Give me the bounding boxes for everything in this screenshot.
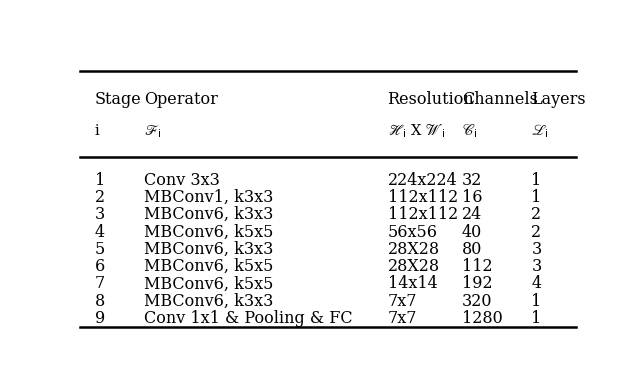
Text: $\mathscr{L}_{\mathrm{i}}$: $\mathscr{L}_{\mathrm{i}}$ bbox=[531, 122, 549, 140]
Text: 224x224: 224x224 bbox=[388, 172, 457, 189]
Text: MBConv6, k3x3: MBConv6, k3x3 bbox=[145, 293, 274, 310]
Text: Conv 3x3: Conv 3x3 bbox=[145, 172, 220, 189]
Text: 3: 3 bbox=[531, 258, 541, 275]
Text: 1: 1 bbox=[531, 189, 541, 206]
Text: 1: 1 bbox=[531, 310, 541, 327]
Text: 320: 320 bbox=[462, 293, 492, 310]
Text: 5: 5 bbox=[95, 241, 105, 258]
Text: 4: 4 bbox=[531, 275, 541, 292]
Text: 7x7: 7x7 bbox=[388, 310, 417, 327]
Text: 112x112: 112x112 bbox=[388, 206, 458, 223]
Text: $\mathscr{H}_{\mathrm{i}}$ X $\mathscr{W}_{\mathrm{i}}$: $\mathscr{H}_{\mathrm{i}}$ X $\mathscr{W… bbox=[388, 122, 445, 140]
Text: 56x56: 56x56 bbox=[388, 224, 438, 240]
Text: Layers: Layers bbox=[531, 91, 586, 108]
Text: i: i bbox=[95, 124, 100, 138]
Text: 28X28: 28X28 bbox=[388, 258, 440, 275]
Text: MBConv6, k3x3: MBConv6, k3x3 bbox=[145, 241, 274, 258]
Text: 112x112: 112x112 bbox=[388, 189, 458, 206]
Text: 40: 40 bbox=[462, 224, 482, 240]
Text: 9: 9 bbox=[95, 310, 105, 327]
Text: 1: 1 bbox=[531, 172, 541, 189]
Text: Channels: Channels bbox=[462, 91, 538, 108]
Text: 80: 80 bbox=[462, 241, 483, 258]
Text: MBConv6, k5x5: MBConv6, k5x5 bbox=[145, 275, 274, 292]
Text: $\mathscr{C}_{\mathrm{i}}$: $\mathscr{C}_{\mathrm{i}}$ bbox=[462, 122, 477, 140]
Text: MBConv6, k3x3: MBConv6, k3x3 bbox=[145, 206, 274, 223]
Text: 112: 112 bbox=[462, 258, 493, 275]
Text: 3: 3 bbox=[531, 241, 541, 258]
Text: MBConv6, k5x5: MBConv6, k5x5 bbox=[145, 224, 274, 240]
Text: 7x7: 7x7 bbox=[388, 293, 417, 310]
Text: 14x14: 14x14 bbox=[388, 275, 437, 292]
Text: 8: 8 bbox=[95, 293, 105, 310]
Text: 192: 192 bbox=[462, 275, 493, 292]
Text: Stage: Stage bbox=[95, 91, 141, 108]
Text: 2: 2 bbox=[531, 224, 541, 240]
Text: 1: 1 bbox=[95, 172, 105, 189]
Text: 1280: 1280 bbox=[462, 310, 502, 327]
Text: Conv 1x1 & Pooling & FC: Conv 1x1 & Pooling & FC bbox=[145, 310, 353, 327]
Text: 28X28: 28X28 bbox=[388, 241, 440, 258]
Text: 3: 3 bbox=[95, 206, 105, 223]
Text: 16: 16 bbox=[462, 189, 483, 206]
Text: MBConv1, k3x3: MBConv1, k3x3 bbox=[145, 189, 274, 206]
Text: 24: 24 bbox=[462, 206, 482, 223]
Text: $\mathscr{F}_{\mathrm{i}}$: $\mathscr{F}_{\mathrm{i}}$ bbox=[145, 123, 162, 140]
Text: 1: 1 bbox=[531, 293, 541, 310]
Text: Operator: Operator bbox=[145, 91, 218, 108]
Text: 2: 2 bbox=[95, 189, 105, 206]
Text: 4: 4 bbox=[95, 224, 105, 240]
Text: MBConv6, k5x5: MBConv6, k5x5 bbox=[145, 258, 274, 275]
Text: 2: 2 bbox=[531, 206, 541, 223]
Text: 6: 6 bbox=[95, 258, 105, 275]
Text: 32: 32 bbox=[462, 172, 483, 189]
Text: 7: 7 bbox=[95, 275, 105, 292]
Text: Resolution: Resolution bbox=[388, 91, 474, 108]
